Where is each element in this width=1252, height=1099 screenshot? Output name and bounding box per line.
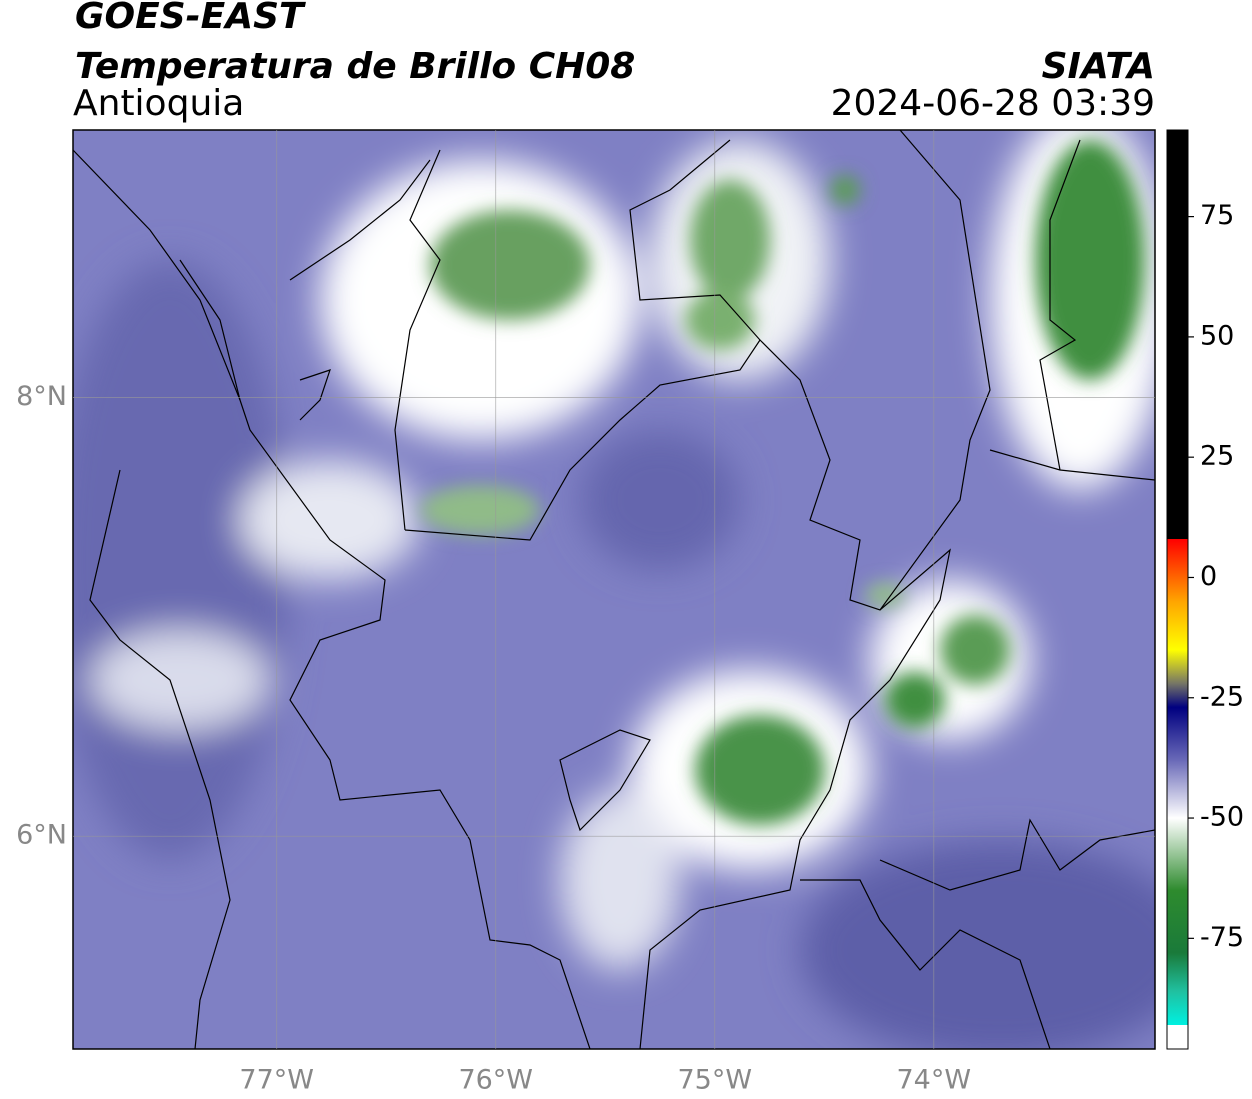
colorbar-tick-label: 0 bbox=[1200, 561, 1217, 592]
colorbar bbox=[1166, 129, 1189, 1050]
x-tick-label: 76°W bbox=[458, 1065, 533, 1096]
boundaries bbox=[73, 130, 1155, 1049]
datetime: 2024-06-28 03:39 bbox=[831, 83, 1155, 124]
x-tick-label: 75°W bbox=[677, 1065, 752, 1096]
region: Antioquia bbox=[73, 83, 244, 124]
y-tick-label: 6°N bbox=[16, 820, 67, 851]
satellite-image bbox=[73, 130, 1155, 1049]
colorbar-tick-label: 75 bbox=[1200, 200, 1234, 231]
colorbar-tick-label: -75 bbox=[1200, 922, 1244, 953]
map-frame bbox=[72, 129, 1156, 1050]
colorbar-tick-label: -50 bbox=[1200, 802, 1244, 833]
x-tick-label: 74°W bbox=[897, 1065, 972, 1096]
colorbar-tick-label: 50 bbox=[1200, 320, 1234, 351]
title: GOES-EAST bbox=[75, 0, 306, 37]
x-tick-label: 77°W bbox=[239, 1065, 314, 1096]
subtitle: Temperatura de Brillo CH08 bbox=[75, 46, 635, 87]
colorbar-tick-label: 25 bbox=[1200, 441, 1234, 472]
y-tick-label: 8°N bbox=[16, 381, 67, 412]
colorbar-tick-label: -25 bbox=[1200, 681, 1244, 712]
source: SIATA bbox=[1042, 46, 1155, 87]
